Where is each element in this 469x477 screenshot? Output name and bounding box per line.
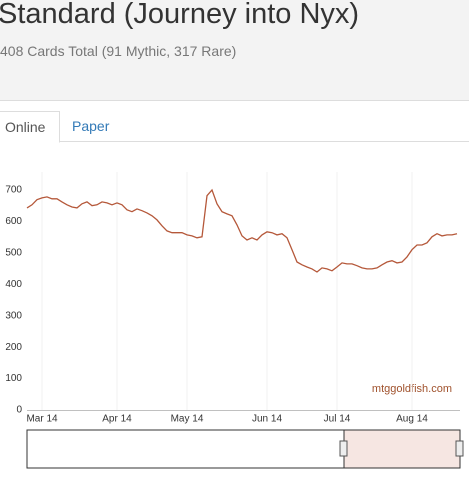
x-tick-label: Jul 14 <box>324 414 351 425</box>
tab[interactable]: Online <box>0 111 61 143</box>
x-tick-label: May 14 <box>171 414 204 425</box>
page-subtitle: 408 Cards Total (91 Mythic, 317 Rare) <box>0 43 237 59</box>
y-tick-label: 300 <box>5 310 22 321</box>
y-tick-label: 100 <box>5 373 22 384</box>
x-tick-label: Aug 14 <box>396 414 428 425</box>
navigator-selection[interactable] <box>343 429 461 469</box>
y-tick-label: 200 <box>5 342 22 353</box>
price-line <box>26 188 458 273</box>
x-tick-label: Apr 14 <box>102 414 132 425</box>
page-title: Standard (Journey into Nyx) <box>0 0 360 30</box>
tab-bar: Online Paper <box>0 111 469 143</box>
tab[interactable]: Paper <box>72 118 110 134</box>
y-tick-label: 0 <box>16 405 22 416</box>
header: Standard (Journey into Nyx) 408 Cards To… <box>0 0 469 101</box>
x-tick-label: Jun 14 <box>252 414 282 425</box>
navigator-outline <box>26 429 345 469</box>
y-tick-label: 500 <box>5 247 22 258</box>
navigator-handle[interactable] <box>455 440 464 457</box>
y-tick-label: 700 <box>5 185 22 196</box>
navigator-handle[interactable] <box>339 440 348 457</box>
x-tick-label: Mar 14 <box>26 414 58 425</box>
y-tick-label: 400 <box>5 279 22 290</box>
y-tick-label: 600 <box>5 216 22 227</box>
